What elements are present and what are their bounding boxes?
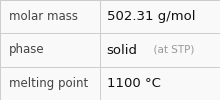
Text: melting point: melting point	[9, 77, 88, 90]
Text: solid: solid	[107, 44, 138, 56]
Text: molar mass: molar mass	[9, 10, 78, 23]
Text: 1100 °C: 1100 °C	[107, 77, 161, 90]
Text: 502.31 g/mol: 502.31 g/mol	[107, 10, 195, 23]
Text: phase: phase	[9, 44, 44, 56]
Text: (at STP): (at STP)	[147, 45, 194, 55]
